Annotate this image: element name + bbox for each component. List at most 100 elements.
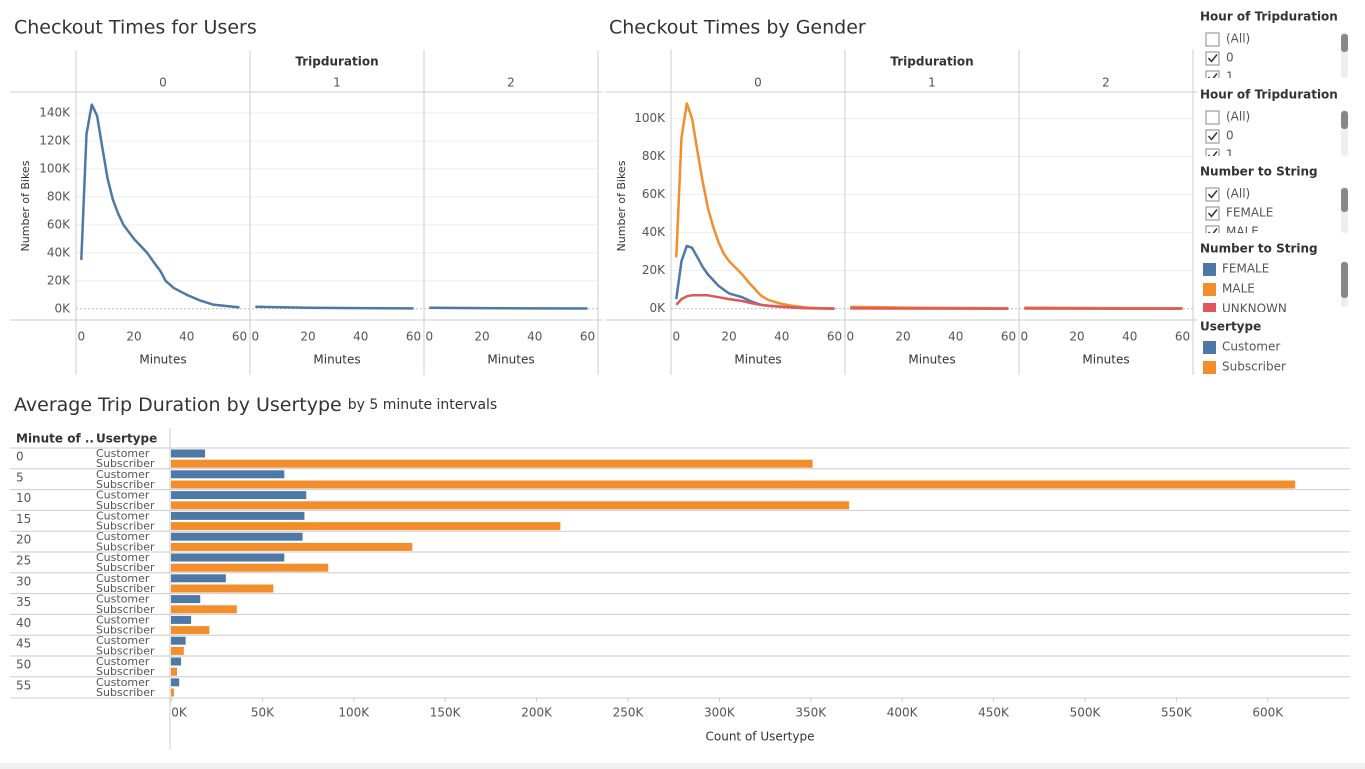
x-tick-label: 20 bbox=[895, 330, 910, 344]
x-tick-label: 0 bbox=[251, 330, 259, 344]
facet-title: Tripduration bbox=[295, 55, 378, 69]
row-label: 35 bbox=[16, 595, 31, 609]
bar bbox=[171, 553, 285, 562]
bar bbox=[171, 626, 210, 635]
bar bbox=[171, 459, 813, 468]
x-tick-label: 20 bbox=[474, 330, 489, 344]
x-tick-label: 500K bbox=[1070, 706, 1102, 720]
bar bbox=[171, 532, 303, 541]
line-series bbox=[675, 102, 835, 310]
x-tick-label: 20 bbox=[721, 330, 736, 344]
filter-label: 0 bbox=[1226, 129, 1234, 143]
legend-title: Number to String bbox=[1200, 242, 1318, 256]
footer-strip bbox=[0, 763, 1365, 769]
bar bbox=[171, 646, 184, 655]
group-label: Subscriber bbox=[96, 644, 155, 657]
row-label: 20 bbox=[16, 533, 31, 547]
bar bbox=[171, 542, 413, 551]
bar bbox=[171, 449, 205, 458]
row-label: 40 bbox=[16, 616, 31, 630]
scroll-thumb[interactable] bbox=[1341, 34, 1348, 52]
checkbox[interactable] bbox=[1205, 32, 1220, 47]
bar bbox=[171, 501, 850, 510]
y-axis-title: Number of Bikes bbox=[19, 160, 32, 251]
group-label: Subscriber bbox=[96, 624, 155, 637]
y-tick-label: 80K bbox=[47, 189, 71, 203]
x-tick-label: 20 bbox=[1069, 330, 1084, 344]
group-label: Customer bbox=[96, 572, 150, 585]
y-tick-label: 0K bbox=[649, 301, 666, 315]
checkbox[interactable] bbox=[1205, 225, 1220, 239]
x-tick-label: 0 bbox=[672, 330, 680, 344]
group-label: Subscriber bbox=[96, 665, 155, 678]
row-label: 5 bbox=[16, 470, 24, 484]
x-tick-label: 150K bbox=[430, 706, 462, 720]
legend-swatch bbox=[1203, 263, 1216, 276]
group-label: Customer bbox=[96, 655, 150, 668]
check-mark bbox=[1207, 54, 1218, 63]
bar bbox=[171, 636, 186, 645]
y-tick-label: 120K bbox=[39, 133, 71, 147]
y-tick-label: 80K bbox=[642, 149, 666, 163]
x-tick-label: 60 bbox=[827, 330, 842, 344]
x-tick-label: 50K bbox=[251, 706, 275, 720]
x-axis-title: Minutes bbox=[734, 353, 781, 367]
x-tick-label: 40 bbox=[353, 330, 368, 344]
scroll-thumb[interactable] bbox=[1341, 111, 1348, 129]
x-axis-title: Minutes bbox=[487, 353, 534, 367]
filter-label: 1 bbox=[1226, 148, 1234, 162]
y-axis-title: Number of Bikes bbox=[615, 160, 628, 251]
x-tick-label: 600K bbox=[1252, 706, 1284, 720]
group-label: Customer bbox=[96, 613, 150, 626]
panel-label: 0 bbox=[754, 76, 762, 90]
check-mark bbox=[1207, 209, 1218, 218]
x-tick-label: 550K bbox=[1161, 706, 1193, 720]
facet-title: Tripduration bbox=[890, 55, 973, 69]
bar bbox=[171, 574, 226, 583]
legend-label: Customer bbox=[1222, 340, 1280, 354]
group-label: Customer bbox=[96, 468, 150, 481]
line-series bbox=[255, 305, 414, 310]
filter-list[interactable]: (All) 0 1 bbox=[1205, 32, 1250, 85]
check-mark bbox=[1207, 151, 1218, 156]
bar bbox=[171, 605, 237, 614]
x-tick-label: 60 bbox=[1175, 330, 1190, 344]
x-tick-label: 0 bbox=[1020, 330, 1028, 344]
bar bbox=[171, 688, 174, 697]
y-tick-label: 20K bbox=[47, 273, 71, 287]
check-mark bbox=[1207, 228, 1218, 233]
row-label: 30 bbox=[16, 574, 31, 588]
filter-list[interactable]: (All) FEMALE MALE bbox=[1205, 187, 1273, 240]
bar bbox=[171, 584, 274, 593]
x-tick-label: 60 bbox=[580, 330, 595, 344]
panel-label: 2 bbox=[507, 76, 515, 90]
y-tick-label: 20K bbox=[642, 263, 666, 277]
legend-label: Subscriber bbox=[1222, 360, 1286, 374]
group-label: Subscriber bbox=[96, 457, 155, 470]
bar bbox=[171, 480, 1296, 489]
filter-title: Hour of Tripduration bbox=[1200, 10, 1338, 24]
y-tick-label: 40K bbox=[47, 245, 71, 259]
legend-swatch bbox=[1203, 341, 1216, 354]
group-label: Subscriber bbox=[96, 478, 155, 491]
group-header: Usertype bbox=[96, 432, 157, 446]
filter-label: (All) bbox=[1226, 187, 1250, 201]
x-tick-label: 40 bbox=[179, 330, 194, 344]
legend-label: FEMALE bbox=[1222, 262, 1269, 276]
panel-label: 2 bbox=[1102, 76, 1110, 90]
x-tick-label: 0 bbox=[77, 330, 85, 344]
scroll-thumb[interactable] bbox=[1341, 188, 1348, 212]
y-tick-label: 40K bbox=[642, 225, 666, 239]
filter-list[interactable]: (All) 0 1 bbox=[1205, 110, 1250, 163]
scroll-thumb[interactable] bbox=[1341, 262, 1348, 298]
checkbox[interactable] bbox=[1205, 110, 1220, 125]
filter-label: (All) bbox=[1226, 32, 1250, 46]
group-label: Subscriber bbox=[96, 540, 155, 553]
filter-label: MALE bbox=[1226, 225, 1259, 239]
x-tick-label: 350K bbox=[795, 706, 827, 720]
checkbox[interactable] bbox=[1205, 148, 1220, 162]
row-label: 55 bbox=[16, 678, 31, 692]
checkbox[interactable] bbox=[1205, 70, 1220, 84]
line-series bbox=[429, 306, 588, 310]
